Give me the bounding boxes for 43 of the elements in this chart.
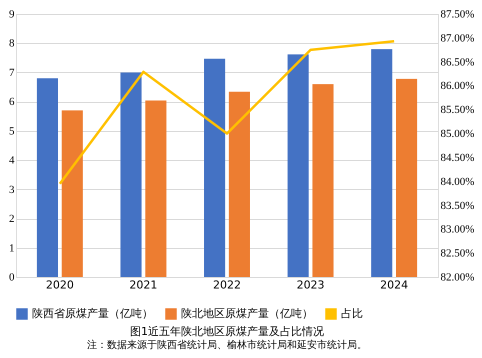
y-tick-label: 3 <box>9 184 15 196</box>
x-tick-label: 2022 <box>213 278 241 292</box>
y-tick-label: 0 <box>9 272 15 284</box>
bar <box>204 58 226 277</box>
bar <box>145 100 166 277</box>
legend-label: 陕北地区原煤产量（亿吨） <box>181 307 313 320</box>
y2-tick-label: 83.50% <box>440 200 474 212</box>
y2-tick-label: 86.50% <box>440 56 474 68</box>
y2-tick-label: 87.00% <box>440 32 474 44</box>
y-tick-label: 6 <box>9 96 15 108</box>
y2-tick-label: 85.50% <box>440 104 474 116</box>
line-series <box>58 40 396 186</box>
x-tick-label: 2021 <box>129 278 158 292</box>
y-tick-label: 1 <box>9 242 14 254</box>
text: 图1近五年陕北地区原煤产量及占比情况 <box>130 325 324 338</box>
y-tick-label: 2 <box>9 213 14 226</box>
legend-label: 占比 <box>341 307 363 320</box>
y-tick-label: 7 <box>9 66 15 79</box>
y-tick-label: 9 <box>9 8 15 20</box>
x-tick-label: 2023 <box>296 278 325 292</box>
bar <box>228 92 250 277</box>
bar <box>62 110 83 277</box>
bar <box>288 54 309 277</box>
y2-tick-label: 86.00% <box>440 80 474 92</box>
y2-tick-label: 84.00% <box>440 176 474 188</box>
y2-tick-label: 85.00% <box>440 128 474 140</box>
y-tick-label: 8 <box>9 38 15 50</box>
y-tick-label: 5 <box>9 125 15 138</box>
bar <box>312 84 334 277</box>
bar <box>36 78 58 277</box>
text: 注：数据来源于陕西省统计局、榆林市统计局和延安市统计局。 <box>87 339 367 351</box>
y2-tick-label: 82.00% <box>440 272 474 284</box>
x-tick-label: 2024 <box>380 278 408 292</box>
bar <box>120 72 142 277</box>
y2-tick-label: 82.50% <box>440 248 474 260</box>
bar <box>371 49 392 277</box>
x-tick-label: 2020 <box>46 278 74 292</box>
y2-tick-label: 84.50% <box>440 152 474 164</box>
y2-tick-label: 87.50% <box>440 8 474 20</box>
y2-tick-label: 83.00% <box>440 224 474 236</box>
legend-label: 陕西省原煤产量（亿吨） <box>32 307 153 320</box>
y-tick-label: 4 <box>9 154 15 167</box>
bar <box>396 78 418 277</box>
